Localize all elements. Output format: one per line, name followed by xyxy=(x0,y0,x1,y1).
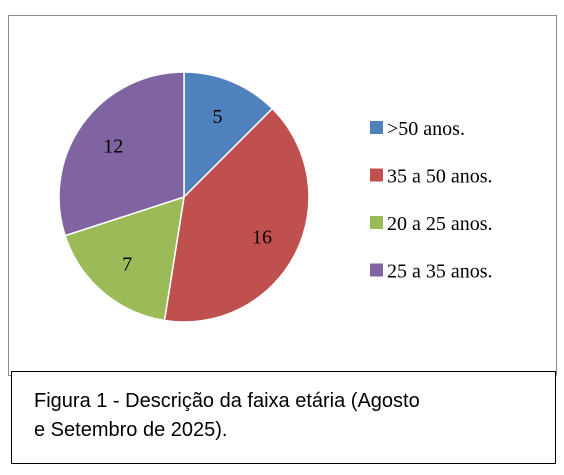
legend: >50 anos. 35 a 50 anos. 20 a 25 anos. 25 a … xyxy=(370,118,493,283)
pie-slice xyxy=(183,71,274,199)
caption-box xyxy=(11,371,556,464)
legend-label: 35 a 50 anos. xyxy=(387,166,493,188)
legend-label: 25 a 35 anos. xyxy=(387,261,493,283)
legend-swatch xyxy=(370,216,383,229)
pie-slice xyxy=(64,195,185,322)
legend-swatch xyxy=(370,168,383,182)
caption-line: Figura 1 - Descrição da faixa etária (Ag… xyxy=(34,390,420,412)
pie-slice xyxy=(163,107,310,323)
pie-slice xyxy=(58,71,185,237)
legend-swatch xyxy=(370,121,383,134)
data-label: 7 xyxy=(122,254,132,276)
data-label: 16 xyxy=(252,227,272,249)
pie: 5 16 7 12 xyxy=(58,71,310,323)
legend-label: 20 a 25 anos. xyxy=(387,213,493,235)
data-label: 5 xyxy=(212,106,222,128)
legend-swatch xyxy=(370,263,383,277)
data-label: 12 xyxy=(103,136,123,158)
legend-label: >50 anos. xyxy=(387,118,465,140)
caption-line: e Setembro de 2025). xyxy=(34,419,227,441)
